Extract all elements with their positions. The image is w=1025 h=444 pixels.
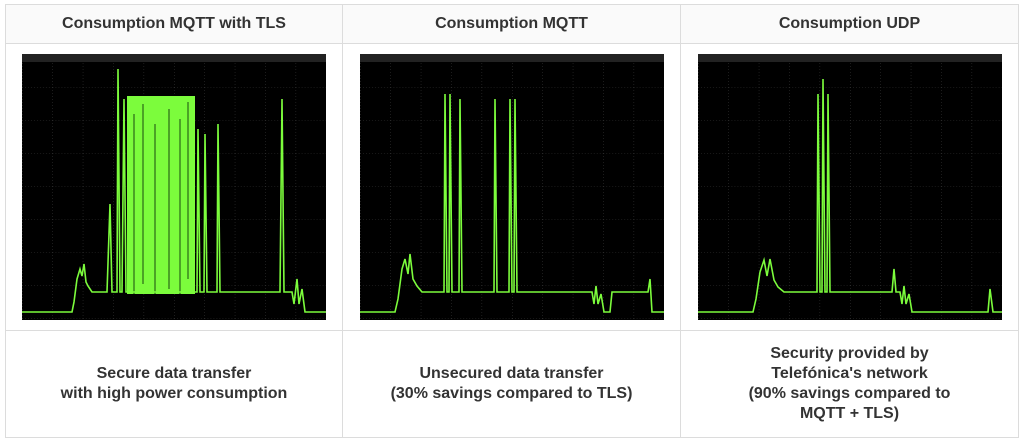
description-line: with high power consumption [60, 385, 288, 402]
description: Unsecured data transfer (30% savings com… [342, 330, 681, 438]
column-title: Consumption MQTT with TLS [5, 4, 343, 44]
description-line: Security provided by [770, 345, 929, 362]
description: Secure data transfer with high power con… [5, 330, 343, 438]
image-cell [5, 43, 343, 331]
scope-trace [697, 54, 1002, 320]
scope-trace [22, 54, 326, 320]
scope-trace [359, 54, 664, 320]
column-title: Consumption UDP [680, 4, 1019, 44]
description-line: Unsecured data transfer [419, 365, 604, 382]
image-cell [342, 43, 681, 331]
description-line: (30% savings compared to TLS) [390, 385, 633, 402]
image-cell [680, 43, 1019, 331]
description-line: Telefónica's network [771, 365, 928, 382]
description-line: (90% savings compared to [748, 385, 951, 402]
description: Security provided by Telefónica's networ… [680, 330, 1019, 438]
description-line: Secure data transfer [96, 365, 252, 382]
column-title: Consumption MQTT [342, 4, 681, 44]
description-line: MQTT + TLS) [799, 405, 900, 422]
